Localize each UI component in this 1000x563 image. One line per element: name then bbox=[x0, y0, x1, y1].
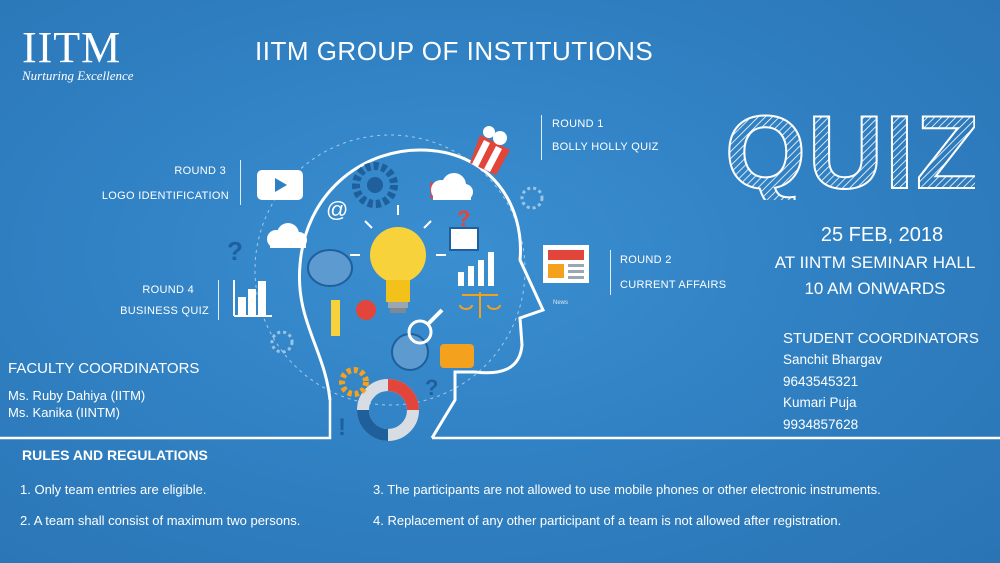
question-mark-icon: ? bbox=[227, 236, 243, 266]
student-coordinator-item: Sanchit Bhargav bbox=[783, 352, 883, 367]
brain-icon bbox=[307, 249, 353, 287]
magnifier-icon bbox=[407, 308, 444, 345]
quiz-title: QUIZ bbox=[725, 100, 975, 200]
logo-mark: IITM bbox=[22, 23, 122, 72]
pencil-icon bbox=[331, 300, 340, 336]
divider bbox=[610, 250, 611, 295]
round-4-name: ROUND 4 bbox=[142, 284, 194, 296]
rule-item: 1. Only team entries are eligible. bbox=[20, 482, 207, 497]
quiz-title-text: QUIZ bbox=[725, 100, 975, 200]
round-2-topic: CURRENT AFFAIRS bbox=[620, 279, 727, 291]
student-coordinator-item: Kumari Puja bbox=[783, 395, 857, 410]
logo-tagline: Nurturing Excellence bbox=[22, 68, 134, 83]
student-coordinator-item: 9934857628 bbox=[783, 417, 859, 432]
exclamation-icon: ! bbox=[338, 414, 346, 441]
head-outline bbox=[297, 148, 546, 439]
rule-item: 3. The participants are not allowed to u… bbox=[373, 482, 881, 497]
gear-icon bbox=[270, 330, 294, 354]
cloud-icon bbox=[431, 173, 473, 200]
at-sign-icon: @ bbox=[326, 197, 348, 222]
newspaper-icon bbox=[543, 245, 589, 283]
round-3-topic: LOGO IDENTIFICATION bbox=[101, 190, 229, 202]
rule-item: 2. A team shall consist of maximum two p… bbox=[20, 513, 301, 528]
rules-title: RULES AND REGULATIONS bbox=[22, 447, 208, 463]
divider bbox=[218, 280, 219, 320]
event-time: 10 AM ONWARDS bbox=[804, 279, 946, 298]
question-mark-icon: ? bbox=[425, 375, 438, 400]
rule-item: 4. Replacement of any other participant … bbox=[373, 513, 842, 528]
play-button-icon bbox=[257, 170, 303, 200]
bar-chart-icon bbox=[458, 252, 494, 286]
gear-icon bbox=[352, 162, 398, 208]
question-mark-icon: ? bbox=[457, 206, 470, 231]
student-coordinators-title: STUDENT COORDINATORS bbox=[783, 330, 979, 347]
pie-chart-icon bbox=[357, 379, 419, 441]
popcorn-icon bbox=[470, 126, 510, 175]
divider bbox=[541, 115, 542, 160]
baseline-left bbox=[0, 400, 332, 440]
speech-bubble-icon bbox=[440, 344, 474, 368]
light-bulb-icon bbox=[350, 205, 446, 313]
page-title: IITM GROUP OF INSTITUTIONS bbox=[255, 36, 654, 66]
faculty-coordinator-item: Ms. Ruby Dahiya (IITM) bbox=[8, 388, 146, 403]
apple-icon bbox=[356, 300, 376, 320]
round-1-topic: BOLLY HOLLY QUIZ bbox=[552, 141, 659, 153]
small-gear-icon bbox=[339, 367, 369, 397]
round-4-topic: BUSINESS QUIZ bbox=[120, 305, 209, 317]
divider bbox=[240, 160, 241, 205]
faculty-coordinator-item: Ms. Kanika (IINTM) bbox=[8, 405, 120, 420]
newspaper-caption: News bbox=[553, 300, 569, 306]
box-icon bbox=[449, 227, 479, 251]
scales-icon bbox=[459, 292, 501, 318]
round-1-name: ROUND 1 bbox=[552, 118, 604, 130]
faculty-coordinators-title: FACULTY COORDINATORS bbox=[8, 360, 200, 377]
round-3-name: ROUND 3 bbox=[174, 165, 226, 177]
round-2-name: ROUND 2 bbox=[620, 254, 672, 266]
event-venue: AT IINTM SEMINAR HALL bbox=[774, 253, 976, 272]
gear-icon bbox=[520, 186, 544, 210]
cloud-icon bbox=[267, 223, 307, 248]
event-date: 25 FEB, 2018 bbox=[820, 224, 944, 246]
student-coordinator-item: 9643545321 bbox=[783, 374, 859, 389]
business-chart-icon bbox=[233, 280, 272, 317]
